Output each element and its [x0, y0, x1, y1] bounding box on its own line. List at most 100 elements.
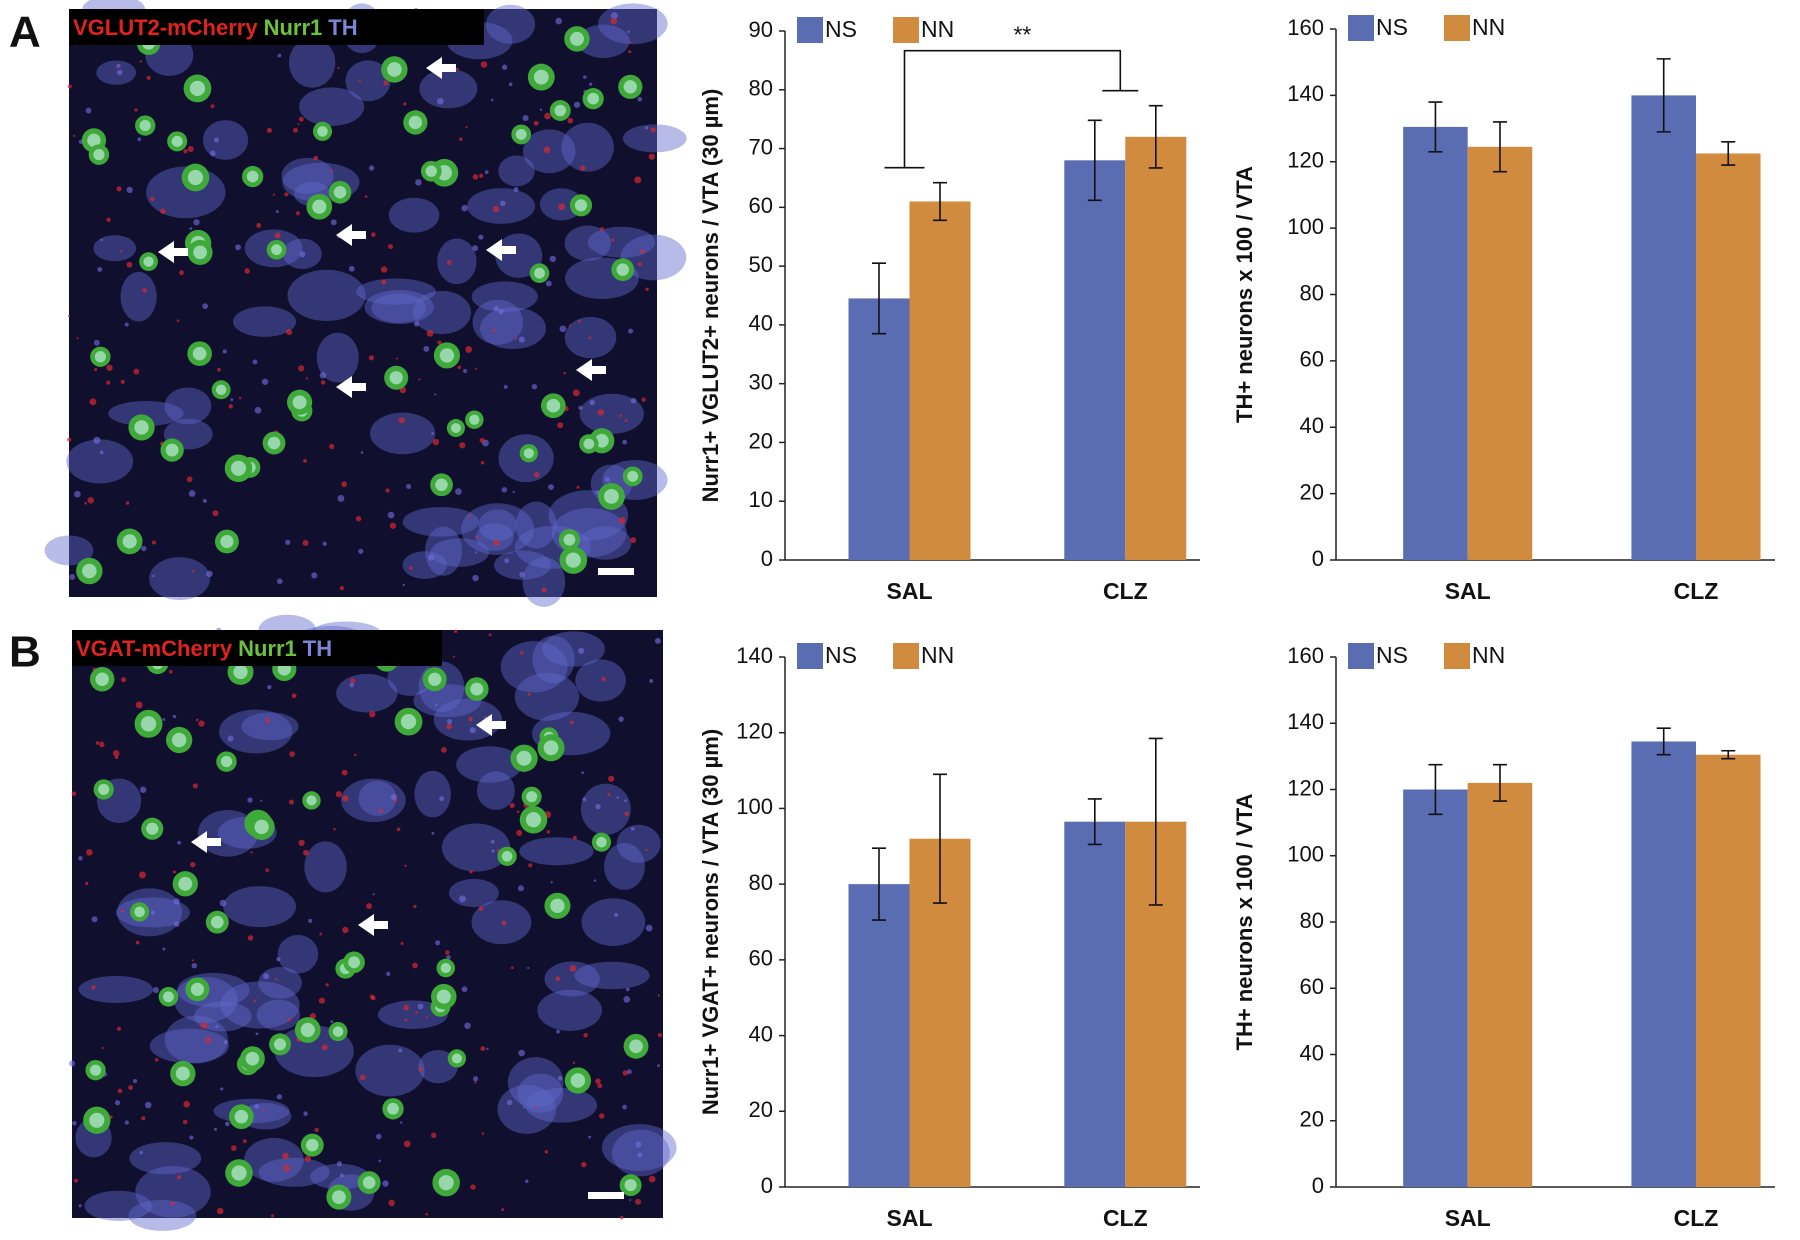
y-tick-label: 30	[749, 369, 773, 394]
fiber-speck	[388, 1199, 395, 1207]
fiber-speck	[541, 587, 547, 593]
nucleus-core	[134, 420, 149, 435]
y-tick-label: 0	[1312, 1173, 1324, 1198]
fiber-speck	[474, 367, 477, 370]
cell-body	[517, 1073, 564, 1114]
cell-body	[471, 281, 538, 313]
y-tick-label: 0	[761, 1173, 773, 1198]
fiber-speck	[465, 126, 468, 129]
fiber-speck	[330, 219, 337, 226]
fiber-speck	[263, 973, 270, 980]
fiber-speck	[176, 319, 180, 322]
fiber-speck	[78, 856, 83, 861]
cell-body	[233, 306, 297, 337]
fiber-speck	[479, 173, 484, 178]
fiber-speck	[277, 53, 282, 58]
image-label: VGLUT2-mCherry Nurr1 TH	[73, 15, 358, 40]
nucleus-core	[425, 165, 437, 177]
fiber-speck	[235, 244, 241, 251]
fiber-speck	[630, 537, 637, 544]
fiber-speck	[266, 127, 273, 133]
fiber-speck	[506, 1099, 513, 1106]
fiber-speck	[336, 1161, 342, 1167]
nucleus-core	[450, 423, 461, 434]
cell-body	[476, 771, 515, 810]
fiber-speck	[588, 336, 592, 340]
fiber-speck	[629, 1198, 632, 1202]
bar	[909, 201, 971, 560]
fiber-speck	[135, 701, 143, 709]
fiber-speck	[152, 574, 155, 578]
nucleus-core	[533, 69, 549, 85]
scale-bar	[598, 568, 634, 575]
fiber-speck	[415, 179, 422, 186]
fiber-speck	[516, 829, 523, 836]
nucleus-core	[231, 1165, 247, 1181]
error-bar	[1087, 119, 1102, 202]
fiber-speck	[423, 346, 430, 352]
fiber-speck	[67, 84, 72, 89]
fiber-speck	[597, 1083, 603, 1089]
error-bar	[1148, 104, 1163, 169]
fiber-speck	[303, 1111, 308, 1116]
cell-body	[472, 299, 524, 345]
nucleus-core	[230, 460, 247, 476]
nucleus-core	[95, 672, 109, 686]
fiber-speck	[206, 570, 213, 578]
nucleus-core	[140, 716, 157, 732]
fiber-speck	[375, 1133, 382, 1140]
bar	[1064, 160, 1126, 561]
image-label: VGAT-mCherry Nurr1 TH	[76, 636, 332, 661]
fiber-speck	[191, 570, 195, 573]
y-tick-label: 20	[1300, 479, 1324, 504]
fiber-speck	[116, 63, 121, 68]
nucleus-core	[627, 470, 639, 482]
fiber-speck	[431, 431, 434, 435]
y-tick-label: 60	[1300, 347, 1324, 372]
fiber-speck	[627, 30, 630, 34]
cell-body	[135, 1166, 211, 1218]
fiber-speck	[400, 941, 404, 945]
fiber-speck	[446, 955, 451, 960]
fiber-speck	[467, 514, 471, 518]
fiber-speck	[509, 802, 515, 809]
fiber-speck	[124, 322, 129, 327]
y-tick-label: 40	[749, 1021, 773, 1046]
fiber-speck	[213, 1127, 217, 1131]
fiber-speck	[303, 849, 309, 856]
cell-body	[537, 989, 602, 1031]
cell-body	[493, 550, 552, 580]
fiber-speck	[189, 227, 193, 230]
fiber-speck	[474, 1081, 477, 1084]
fiber-speck	[101, 1046, 104, 1050]
fiber-speck	[298, 365, 305, 372]
cell-body	[604, 842, 645, 890]
significance-bracket	[884, 49, 1139, 169]
fiber-speck	[493, 305, 499, 312]
nucleus-core	[563, 533, 576, 546]
fiber-speck	[133, 368, 140, 375]
fiber-speck	[183, 149, 188, 154]
cell-body	[525, 1087, 598, 1123]
fiber-speck	[223, 1040, 228, 1045]
cell-body	[467, 188, 536, 224]
image-label-part: TH	[328, 15, 357, 40]
fiber-speck	[295, 211, 300, 216]
fiber-speck	[548, 484, 554, 491]
fiber-speck	[141, 1116, 146, 1121]
fiber-speck	[252, 359, 258, 365]
y-tick-label: 40	[1300, 1040, 1324, 1065]
nucleus-core	[306, 795, 317, 806]
cell-body	[532, 635, 575, 684]
fiber-speck	[253, 999, 257, 1003]
fiber-speck	[549, 255, 557, 263]
fiber-speck	[572, 1061, 576, 1064]
cell-body	[356, 278, 436, 305]
arrow	[336, 224, 366, 246]
fiber-speck	[160, 208, 166, 214]
fiber-speck	[220, 1087, 224, 1091]
fiber-speck	[441, 747, 447, 753]
fiber-speck	[383, 80, 389, 86]
nucleus-core	[246, 170, 259, 183]
